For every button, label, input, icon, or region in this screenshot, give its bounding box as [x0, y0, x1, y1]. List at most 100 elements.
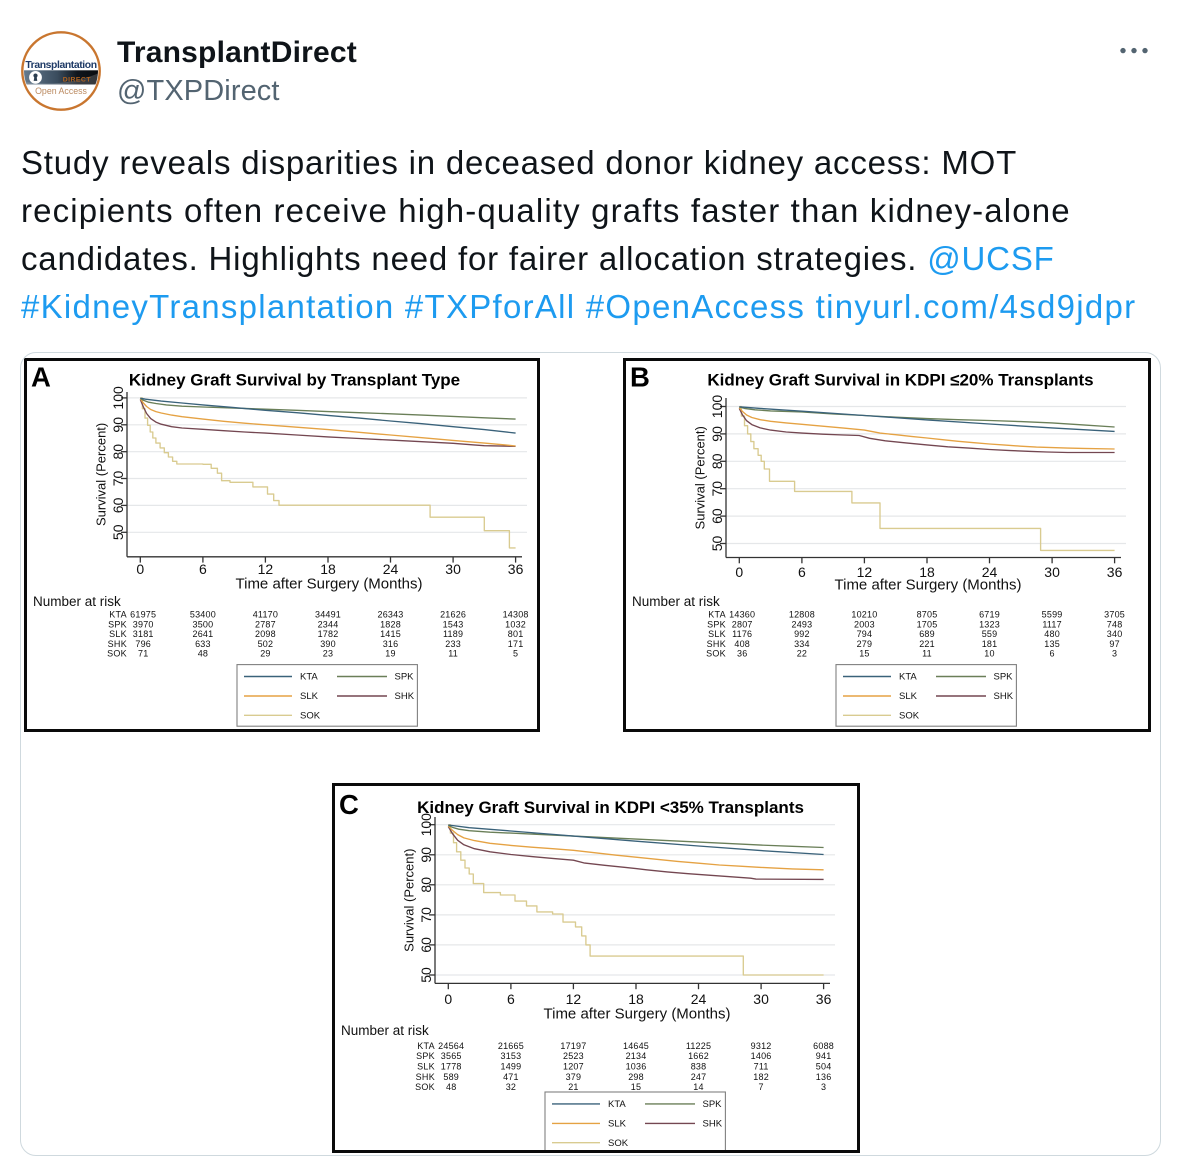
svg-text:SHK: SHK [395, 691, 415, 702]
svg-text:379: 379 [565, 1072, 581, 1082]
svg-text:30: 30 [1044, 564, 1060, 580]
svg-text:2807: 2807 [732, 619, 753, 629]
svg-text:1406: 1406 [750, 1051, 771, 1061]
svg-text:3970: 3970 [133, 619, 154, 629]
svg-text:60: 60 [418, 937, 434, 953]
svg-text:1415: 1415 [380, 629, 401, 639]
svg-text:18: 18 [628, 991, 644, 1007]
svg-text:24564: 24564 [438, 1041, 464, 1051]
svg-text:C: C [339, 789, 359, 820]
svg-text:247: 247 [690, 1072, 706, 1082]
svg-text:SOK: SOK [706, 648, 726, 658]
svg-text:30: 30 [445, 561, 461, 577]
svg-text:3: 3 [820, 1082, 825, 1092]
svg-text:9312: 9312 [750, 1041, 771, 1051]
svg-text:SOK: SOK [300, 710, 321, 721]
svg-text:Number at risk: Number at risk [33, 594, 121, 609]
svg-text:3153: 3153 [500, 1051, 521, 1061]
svg-text:3500: 3500 [192, 619, 213, 629]
svg-text:Number at risk: Number at risk [632, 594, 720, 609]
svg-text:50: 50 [709, 535, 725, 551]
svg-text:2003: 2003 [854, 619, 875, 629]
svg-text:1207: 1207 [562, 1062, 583, 1072]
svg-text:B: B [630, 361, 650, 392]
svg-text:6088: 6088 [813, 1041, 834, 1051]
svg-text:SPK: SPK [707, 619, 726, 629]
svg-text:SOK: SOK [415, 1082, 435, 1092]
svg-text:12: 12 [565, 991, 581, 1007]
svg-text:Time after Surgery (Months): Time after Surgery (Months) [835, 576, 1022, 593]
svg-text:12: 12 [857, 564, 873, 580]
svg-text:0: 0 [136, 561, 144, 577]
svg-text:3: 3 [1112, 648, 1117, 658]
svg-text:SHK: SHK [108, 638, 127, 648]
svg-text:SLK: SLK [109, 629, 127, 639]
svg-text:480: 480 [1044, 629, 1060, 639]
svg-text:1705: 1705 [917, 619, 938, 629]
svg-text:12: 12 [258, 561, 274, 577]
svg-text:SHK: SHK [702, 1119, 722, 1130]
svg-text:SPK: SPK [395, 671, 415, 682]
svg-text:90: 90 [709, 425, 725, 441]
svg-text:0: 0 [444, 991, 452, 1007]
svg-text:340: 340 [1107, 629, 1123, 639]
svg-text:1176: 1176 [732, 629, 752, 639]
svg-text:Survival (Percent): Survival (Percent) [94, 422, 109, 525]
svg-text:502: 502 [258, 638, 274, 648]
svg-text:14308: 14308 [503, 609, 529, 619]
svg-text:801: 801 [508, 629, 524, 639]
svg-text:14645: 14645 [622, 1041, 648, 1051]
svg-text:2344: 2344 [318, 619, 339, 629]
svg-text:2523: 2523 [562, 1051, 583, 1061]
svg-text:50: 50 [418, 967, 434, 983]
svg-text:KTA: KTA [708, 609, 726, 619]
svg-text:2134: 2134 [625, 1051, 646, 1061]
svg-text:589: 589 [443, 1072, 459, 1082]
svg-text:Kidney Graft Survival by Trans: Kidney Graft Survival by Transplant Type [129, 370, 460, 389]
svg-text:135: 135 [1044, 638, 1060, 648]
svg-text:182: 182 [753, 1072, 769, 1082]
svg-text:30: 30 [753, 991, 769, 1007]
svg-text:41170: 41170 [253, 609, 278, 619]
svg-text:0: 0 [735, 564, 743, 580]
svg-text:70: 70 [110, 470, 126, 486]
svg-text:100: 100 [709, 394, 725, 418]
svg-text:60: 60 [110, 497, 126, 513]
svg-text:80: 80 [418, 877, 434, 893]
svg-text:KTA: KTA [417, 1041, 435, 1051]
svg-text:2098: 2098 [255, 629, 276, 639]
svg-text:SHK: SHK [707, 638, 726, 648]
svg-text:80: 80 [709, 453, 725, 469]
svg-text:90: 90 [110, 416, 126, 432]
svg-text:KTA: KTA [899, 671, 917, 682]
svg-text:471: 471 [503, 1072, 519, 1082]
svg-text:SOK: SOK [608, 1138, 629, 1149]
svg-text:316: 316 [383, 638, 399, 648]
svg-text:SLK: SLK [899, 691, 918, 702]
svg-text:36: 36 [1107, 564, 1123, 580]
svg-text:711: 711 [753, 1062, 768, 1072]
svg-text:8705: 8705 [917, 609, 938, 619]
svg-text:181: 181 [982, 638, 998, 648]
svg-text:KTA: KTA [300, 671, 318, 682]
svg-text:221: 221 [919, 638, 935, 648]
svg-text:1323: 1323 [979, 619, 1000, 629]
svg-text:1036: 1036 [625, 1062, 646, 1072]
svg-text:22: 22 [797, 648, 807, 658]
svg-text:21626: 21626 [440, 609, 466, 619]
svg-text:6: 6 [199, 561, 207, 577]
svg-text:1778: 1778 [440, 1062, 461, 1072]
svg-text:11: 11 [448, 648, 458, 658]
svg-text:SOK: SOK [107, 648, 127, 658]
svg-text:SLK: SLK [300, 691, 319, 702]
svg-text:5: 5 [513, 648, 518, 658]
svg-text:26343: 26343 [377, 609, 403, 619]
svg-text:Kidney Graft Survival in KDPI: Kidney Graft Survival in KDPI ≤20% Trans… [707, 370, 1093, 389]
svg-text:3565: 3565 [440, 1051, 461, 1061]
svg-text:1543: 1543 [443, 619, 464, 629]
svg-text:53400: 53400 [190, 609, 216, 619]
svg-text:15: 15 [859, 648, 869, 658]
svg-text:10: 10 [984, 648, 994, 658]
svg-text:11225: 11225 [685, 1041, 710, 1051]
svg-text:6: 6 [507, 991, 515, 1007]
